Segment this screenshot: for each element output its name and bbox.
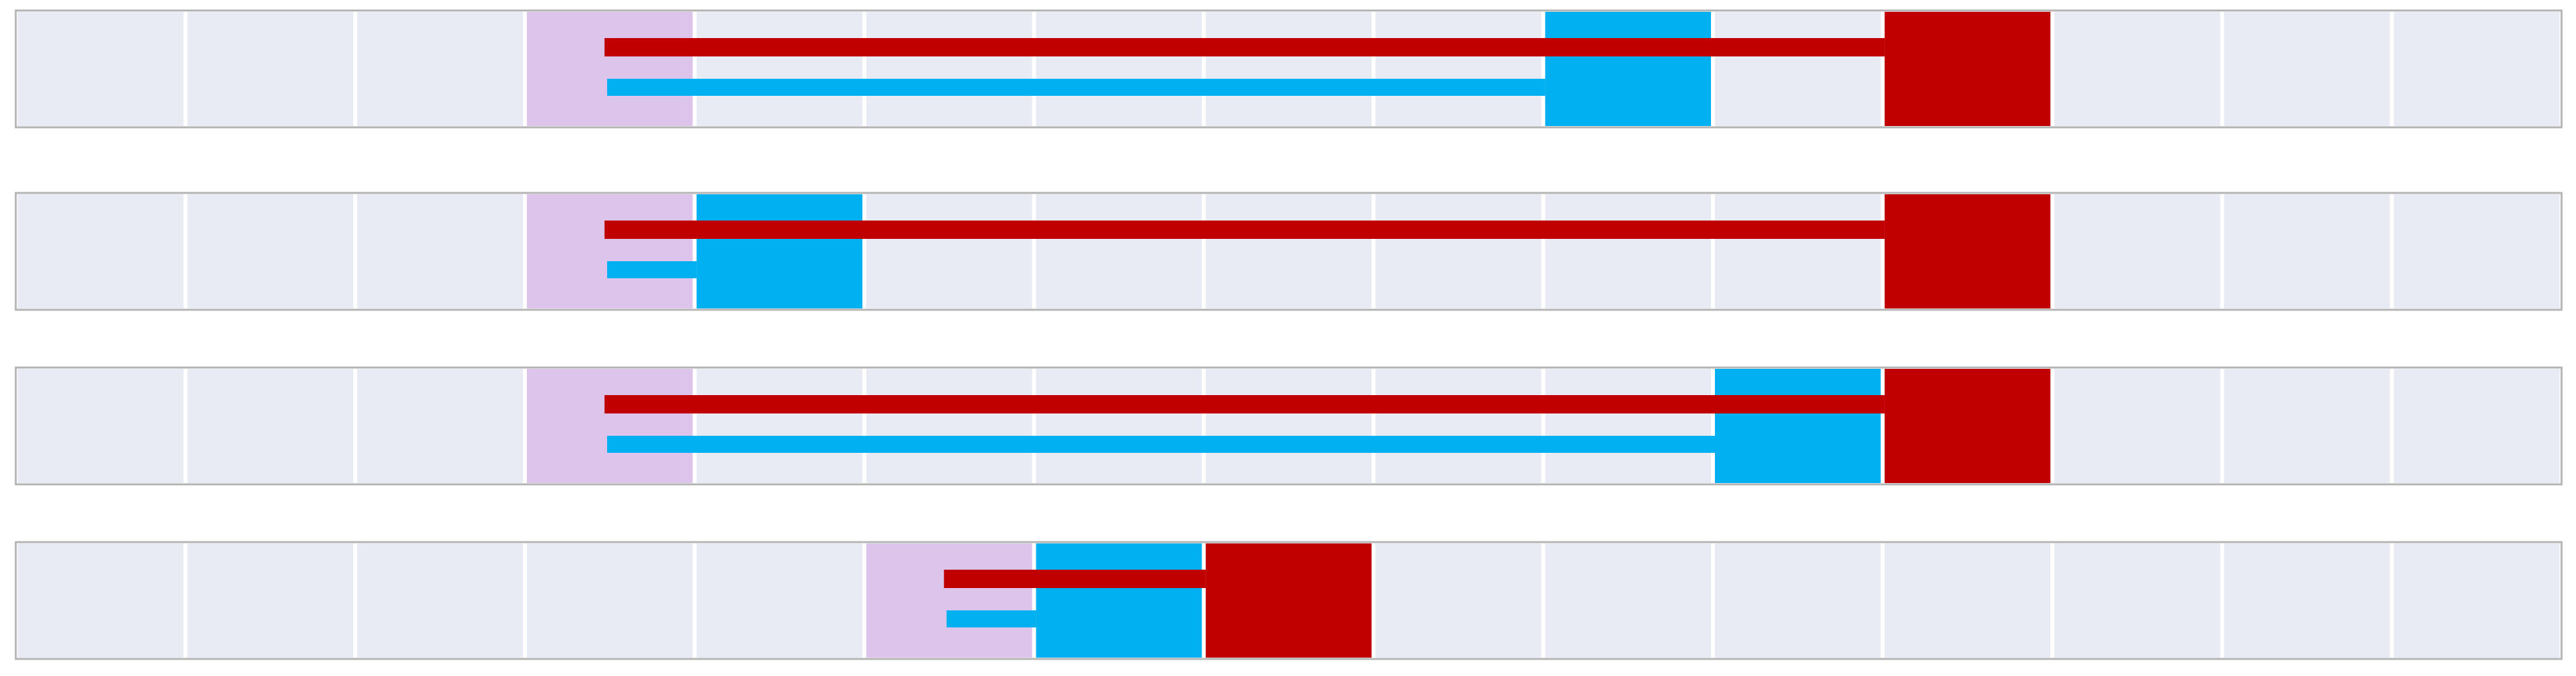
grid-cell bbox=[526, 543, 693, 658]
grid-cell bbox=[1715, 12, 1881, 126]
start-cell bbox=[526, 12, 693, 126]
blue-line bbox=[607, 436, 1715, 453]
grid-cell bbox=[2224, 194, 2390, 308]
grid-cell bbox=[187, 369, 354, 483]
grid-cell bbox=[1375, 12, 1542, 126]
grid-cell bbox=[2224, 543, 2390, 658]
grid-cell bbox=[1036, 12, 1202, 126]
blue-line bbox=[607, 79, 1546, 96]
grid-cell bbox=[2054, 369, 2220, 483]
grid-cell bbox=[1036, 369, 1202, 483]
grid-cell bbox=[696, 369, 862, 483]
grid-cell bbox=[357, 194, 523, 308]
red-line bbox=[944, 570, 1206, 588]
grid-cell bbox=[1715, 543, 1881, 658]
grid-cell bbox=[1036, 194, 1202, 308]
start-cell bbox=[526, 194, 693, 308]
grid-cell bbox=[357, 543, 523, 658]
blue-block bbox=[1036, 543, 1202, 658]
grid-cell bbox=[1545, 369, 1711, 483]
red-block bbox=[1884, 369, 2051, 483]
grid-cell bbox=[1715, 194, 1881, 308]
grid-cell bbox=[1375, 194, 1542, 308]
grid-cell bbox=[187, 194, 354, 308]
blue-block bbox=[1545, 12, 1711, 126]
grid-cell bbox=[18, 12, 184, 126]
timeline-row bbox=[14, 9, 2563, 129]
red-line bbox=[604, 38, 1885, 56]
red-block bbox=[1884, 12, 2051, 126]
grid-cell bbox=[1375, 369, 1542, 483]
blue-line bbox=[607, 261, 697, 278]
grid-cell bbox=[696, 12, 862, 126]
blue-block bbox=[1715, 369, 1881, 483]
grid-cell bbox=[357, 369, 523, 483]
timeline-row bbox=[14, 366, 2563, 486]
grid-cell bbox=[1545, 194, 1711, 308]
grid-cell bbox=[357, 12, 523, 126]
row-border bbox=[14, 192, 2563, 311]
start-cell bbox=[526, 369, 693, 483]
grid-cell bbox=[2054, 543, 2220, 658]
grid-cell bbox=[866, 194, 1032, 308]
grid-cell bbox=[18, 194, 184, 308]
grid-cell bbox=[2394, 194, 2560, 308]
grid-cell bbox=[1884, 543, 2051, 658]
grid-cell bbox=[696, 543, 862, 658]
start-cell bbox=[866, 543, 1032, 658]
grid-cell bbox=[187, 543, 354, 658]
row-border bbox=[14, 366, 2563, 486]
grid-cell bbox=[1206, 194, 1372, 308]
grid-cell bbox=[2394, 369, 2560, 483]
row-border bbox=[14, 541, 2563, 660]
row-border bbox=[14, 9, 2563, 129]
blue-block bbox=[696, 194, 862, 308]
timeline-row bbox=[14, 541, 2563, 660]
grid-cell bbox=[18, 369, 184, 483]
blue-line bbox=[946, 610, 1036, 627]
grid-cell bbox=[2224, 369, 2390, 483]
grid-cell bbox=[866, 12, 1032, 126]
grid-cell bbox=[1375, 543, 1542, 658]
grid-cell bbox=[2224, 12, 2390, 126]
grid-cell bbox=[1206, 12, 1372, 126]
grid-cell bbox=[187, 12, 354, 126]
grid-cell bbox=[1545, 543, 1711, 658]
red-line bbox=[604, 221, 1885, 239]
grid-cell bbox=[18, 543, 184, 658]
grid-cell bbox=[2054, 194, 2220, 308]
red-line bbox=[604, 395, 1885, 413]
grid-cell bbox=[866, 369, 1032, 483]
grid-cell bbox=[2394, 543, 2560, 658]
grid-cell bbox=[2394, 12, 2560, 126]
grid-cell bbox=[2054, 12, 2220, 126]
red-block bbox=[1884, 194, 2051, 308]
red-block bbox=[1206, 543, 1372, 658]
timeline-row bbox=[14, 192, 2563, 311]
grid-cell bbox=[1206, 369, 1372, 483]
